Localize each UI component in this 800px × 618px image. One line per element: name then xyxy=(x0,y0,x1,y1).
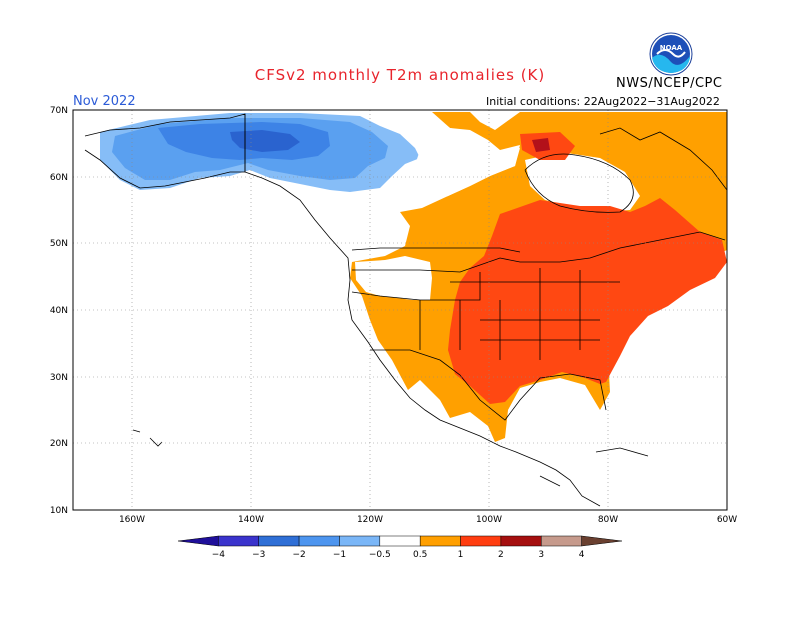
neutral-hudson xyxy=(525,152,640,212)
colorbar-label: −4 xyxy=(212,550,226,560)
colorbar-segment xyxy=(339,535,381,547)
noaa-logo: NOAA xyxy=(649,32,693,76)
colorbar-segment xyxy=(460,535,502,547)
colorbar-segment xyxy=(258,535,300,547)
lon-label: 160W xyxy=(119,515,145,525)
colorbar-segment xyxy=(500,535,542,547)
colorbar-segment xyxy=(298,535,340,547)
colorbar-label: 2 xyxy=(498,550,504,560)
colorbar: −4 −3 −2 −1 −0.5 0.5 1 2 3 4 xyxy=(177,535,623,560)
colorbar-label: 4 xyxy=(579,550,585,560)
lat-label: 10N xyxy=(50,506,68,516)
neutral-north xyxy=(410,112,520,204)
colorbar-label: −1 xyxy=(333,550,346,560)
colorbar-segment xyxy=(541,535,582,547)
colorbar-segment xyxy=(419,535,461,547)
forecast-month: Nov 2022 xyxy=(73,94,136,109)
colorbar-label: 0.5 xyxy=(413,550,427,560)
warm-anomaly-2-north xyxy=(532,138,550,152)
colorbar-label: 1 xyxy=(458,550,464,560)
longitude-labels: 160W 140W 120W 100W 80W 60W xyxy=(119,515,737,525)
lon-label: 100W xyxy=(476,515,502,525)
anomaly-field xyxy=(100,112,727,442)
lat-label: 40N xyxy=(50,306,68,316)
colorbar-label: 3 xyxy=(538,550,544,560)
lat-label: 70N xyxy=(50,106,68,116)
latitude-labels: 70N 60N 50N 40N 30N 20N 10N xyxy=(50,106,68,516)
lon-label: 120W xyxy=(357,515,383,525)
lon-label: 80W xyxy=(598,515,618,525)
coastlines xyxy=(84,113,727,507)
lon-label: 60W xyxy=(717,515,737,525)
colorbar-segment xyxy=(218,535,259,547)
cold-anomaly-3 xyxy=(230,130,300,152)
neutral-west-us xyxy=(355,256,432,300)
initial-conditions: Initial conditions: 22Aug2022−31Aug2022 xyxy=(486,95,720,108)
lat-label: 50N xyxy=(50,239,68,249)
map-title: CFSv2 monthly T2m anomalies (K) xyxy=(254,66,546,84)
colorbar-segment xyxy=(379,535,421,547)
agency-label: NWS/NCEP/CPC xyxy=(616,76,723,91)
map-frame xyxy=(72,109,728,511)
logo-text: NOAA xyxy=(660,44,683,52)
lon-label: 140W xyxy=(238,515,264,525)
warm-anomaly-1 xyxy=(448,198,727,404)
colorbar-label: −3 xyxy=(252,550,265,560)
colorbar-label: −2 xyxy=(292,550,305,560)
colorbar-label: −0.5 xyxy=(369,550,391,560)
lat-label: 20N xyxy=(50,439,68,449)
lat-label: 30N xyxy=(50,373,68,383)
colorbar-arrow-low xyxy=(177,535,219,547)
colorbar-arrow-high xyxy=(581,535,623,547)
graticule xyxy=(73,110,727,510)
lat-label: 60N xyxy=(50,173,68,183)
